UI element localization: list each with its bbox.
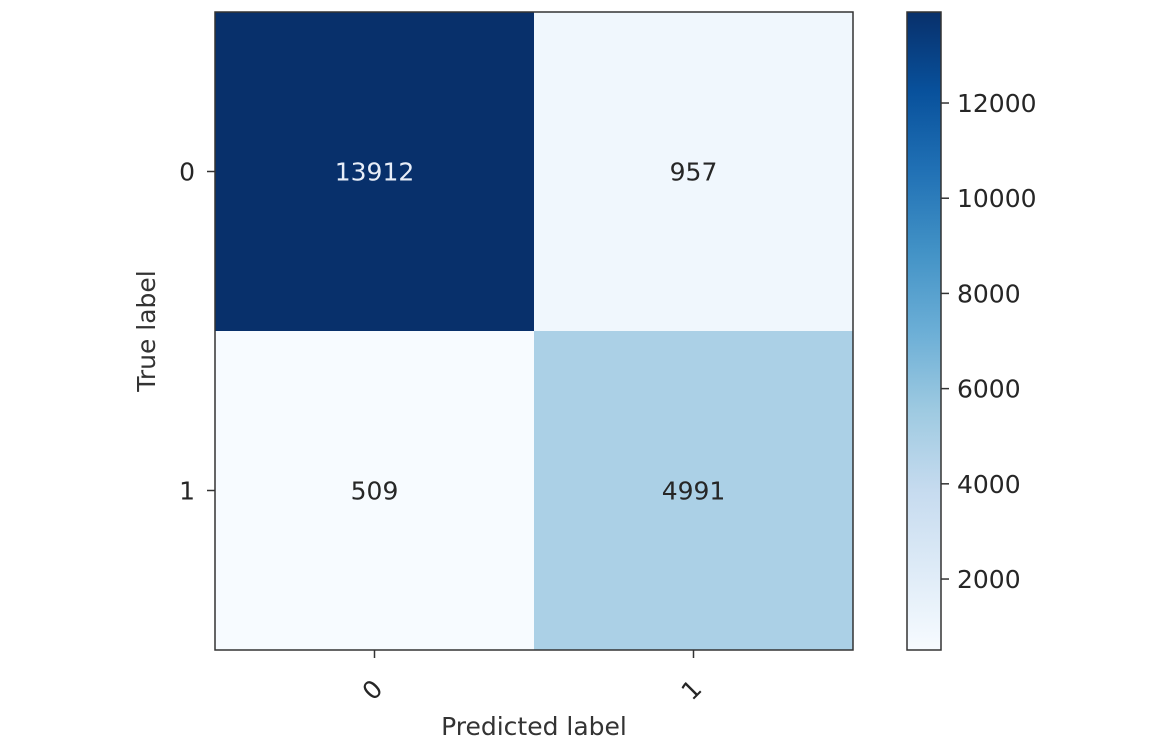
heatmap-cell-1-0 xyxy=(215,331,534,650)
colorbar-tick-label: 4000 xyxy=(957,470,1021,499)
heatmap-cell-1-1 xyxy=(534,331,853,650)
cell-value-label-0-0: 13912 xyxy=(335,158,415,187)
colorbar-tick-label: 6000 xyxy=(957,375,1021,404)
cell-value-label-1-0: 509 xyxy=(351,477,399,506)
colorbar-tick-label: 8000 xyxy=(957,279,1021,308)
y-tick-label: 1 xyxy=(179,477,195,506)
colorbar-tick-label: 10000 xyxy=(957,184,1037,213)
heatmap-cells xyxy=(215,12,853,650)
colorbar-tick-label: 12000 xyxy=(957,89,1037,118)
cell-value-label-1-1: 4991 xyxy=(662,477,726,506)
heatmap-cell-labels: 13912 957 509 4991 xyxy=(335,158,726,506)
plot-frame xyxy=(214,11,854,651)
x-axis-label: Predicted label xyxy=(441,712,627,741)
heatmap-cell-0-0 xyxy=(215,12,534,331)
colorbar-ticks: 2000 4000 6000 8000 10000 12000 xyxy=(941,89,1037,594)
colorbar xyxy=(906,11,942,651)
y-tick-label: 0 xyxy=(179,158,195,187)
x-tick-label: 0 xyxy=(357,674,389,706)
heatmap-cell-0-1 xyxy=(534,12,853,331)
y-axis-label: True label xyxy=(132,270,161,393)
x-tick-label: 1 xyxy=(676,674,708,706)
colorbar-tick-label: 2000 xyxy=(957,565,1021,594)
cell-value-label-0-1: 957 xyxy=(670,158,718,187)
